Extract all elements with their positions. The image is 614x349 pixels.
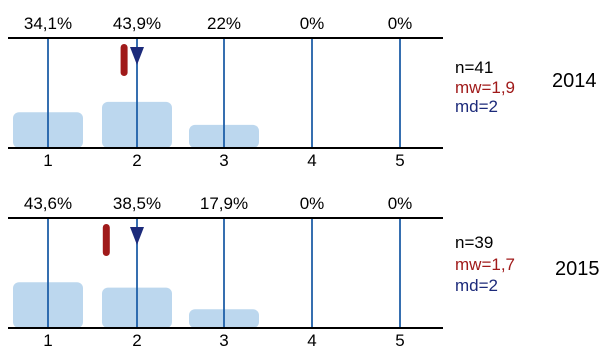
mean-marker-2014 [120, 44, 128, 76]
tick-label-2014-3: 3 [219, 151, 228, 170]
year-label-2015: 2015 [555, 258, 600, 280]
mean-marker-2015 [102, 224, 110, 256]
tick-label-2015-4: 4 [307, 331, 316, 349]
percent-label-2015-3: 17,9% [200, 194, 248, 213]
percent-label-2015-4: 0% [300, 194, 325, 213]
tick-label-2014-5: 5 [395, 151, 404, 170]
tick-label-2015-1: 1 [43, 331, 52, 349]
tick-label-2014-1: 1 [43, 151, 52, 170]
year-label-2014: 2014 [552, 70, 597, 92]
percent-label-2014-1: 34,1% [24, 14, 72, 33]
percent-label-2014-4: 0% [300, 14, 325, 33]
tick-label-2014-2: 2 [132, 151, 141, 170]
stat-n-2014: n=41 [455, 58, 493, 77]
tick-label-2014-4: 4 [307, 151, 316, 170]
percent-label-2014-2: 43,9% [113, 14, 161, 33]
stat-mean-2015: mw=1,7 [455, 255, 515, 274]
percent-label-2015-1: 43,6% [24, 194, 72, 213]
tick-label-2015-2: 2 [132, 331, 141, 349]
median-marker-2014 [130, 47, 144, 65]
stat-median-2015: md=2 [455, 276, 498, 295]
stat-mean-2014: mw=1,9 [455, 78, 515, 97]
stat-median-2014: md=2 [455, 97, 498, 116]
percent-label-2015-2: 38,5% [113, 194, 161, 213]
percent-label-2014-5: 0% [388, 14, 413, 33]
median-marker-2015 [130, 227, 144, 245]
stat-n-2015: n=39 [455, 233, 493, 252]
percent-label-2015-5: 0% [388, 194, 413, 213]
tick-label-2015-5: 5 [395, 331, 404, 349]
tick-label-2015-3: 3 [219, 331, 228, 349]
percent-label-2014-3: 22% [207, 14, 241, 33]
